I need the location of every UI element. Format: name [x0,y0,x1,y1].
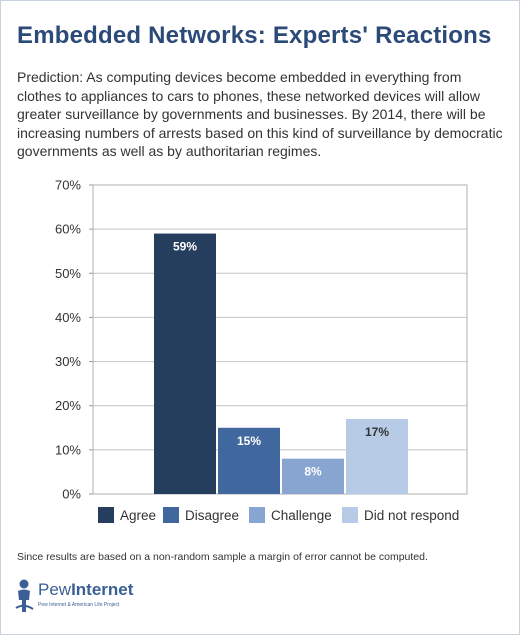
logo-name-light: Pew [38,580,72,599]
y-tick-label: 30% [55,354,81,369]
bar-chart: 0% 10% 20% 30% 40% 50% 60% 70% 59% 15% 8% 17% Agree D… [55,178,468,523]
y-tick-label: 0% [62,487,81,502]
prediction-text: Prediction: As computing devices become … [17,69,503,159]
y-tick-label: 60% [55,222,81,237]
bar-agree [154,233,216,495]
legend-label: Challenge [271,508,332,523]
data-label: 8% [304,465,322,479]
page-title: Embedded Networks: Experts' Reactions [17,22,492,49]
logo-name-bold: Internet [71,580,134,599]
bar-challenge [282,458,344,494]
legend-label: Agree [120,508,156,523]
legend-swatch [98,507,114,523]
legend-label: Disagree [185,508,239,523]
y-tick-label: 40% [55,310,81,325]
y-tick-label: 20% [55,398,81,413]
bar-disagree [218,427,280,494]
footnote: Since results are based on a non-random … [17,551,428,563]
legend-swatch [249,507,265,523]
bar-did-not-respond [346,418,408,494]
legend-swatch [342,507,358,523]
data-label: 17% [365,425,389,439]
y-tick-label: 70% [55,178,81,193]
pew-internet-logo: PewInternet Pew Internet & American Life… [14,578,154,618]
data-label: 15% [237,434,261,448]
logo-wordmark: PewInternet [38,580,133,600]
data-label: 59% [173,240,197,254]
y-tick-label: 10% [55,442,81,457]
y-tick-label: 50% [55,266,81,281]
person-icon [15,579,34,612]
legend-label: Did not respond [364,508,459,523]
logo-tagline: Pew Internet & American Life Project [38,602,120,608]
legend-swatch [163,507,179,523]
